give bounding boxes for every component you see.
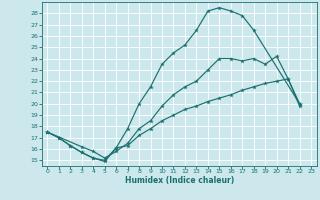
X-axis label: Humidex (Indice chaleur): Humidex (Indice chaleur)	[124, 176, 234, 185]
